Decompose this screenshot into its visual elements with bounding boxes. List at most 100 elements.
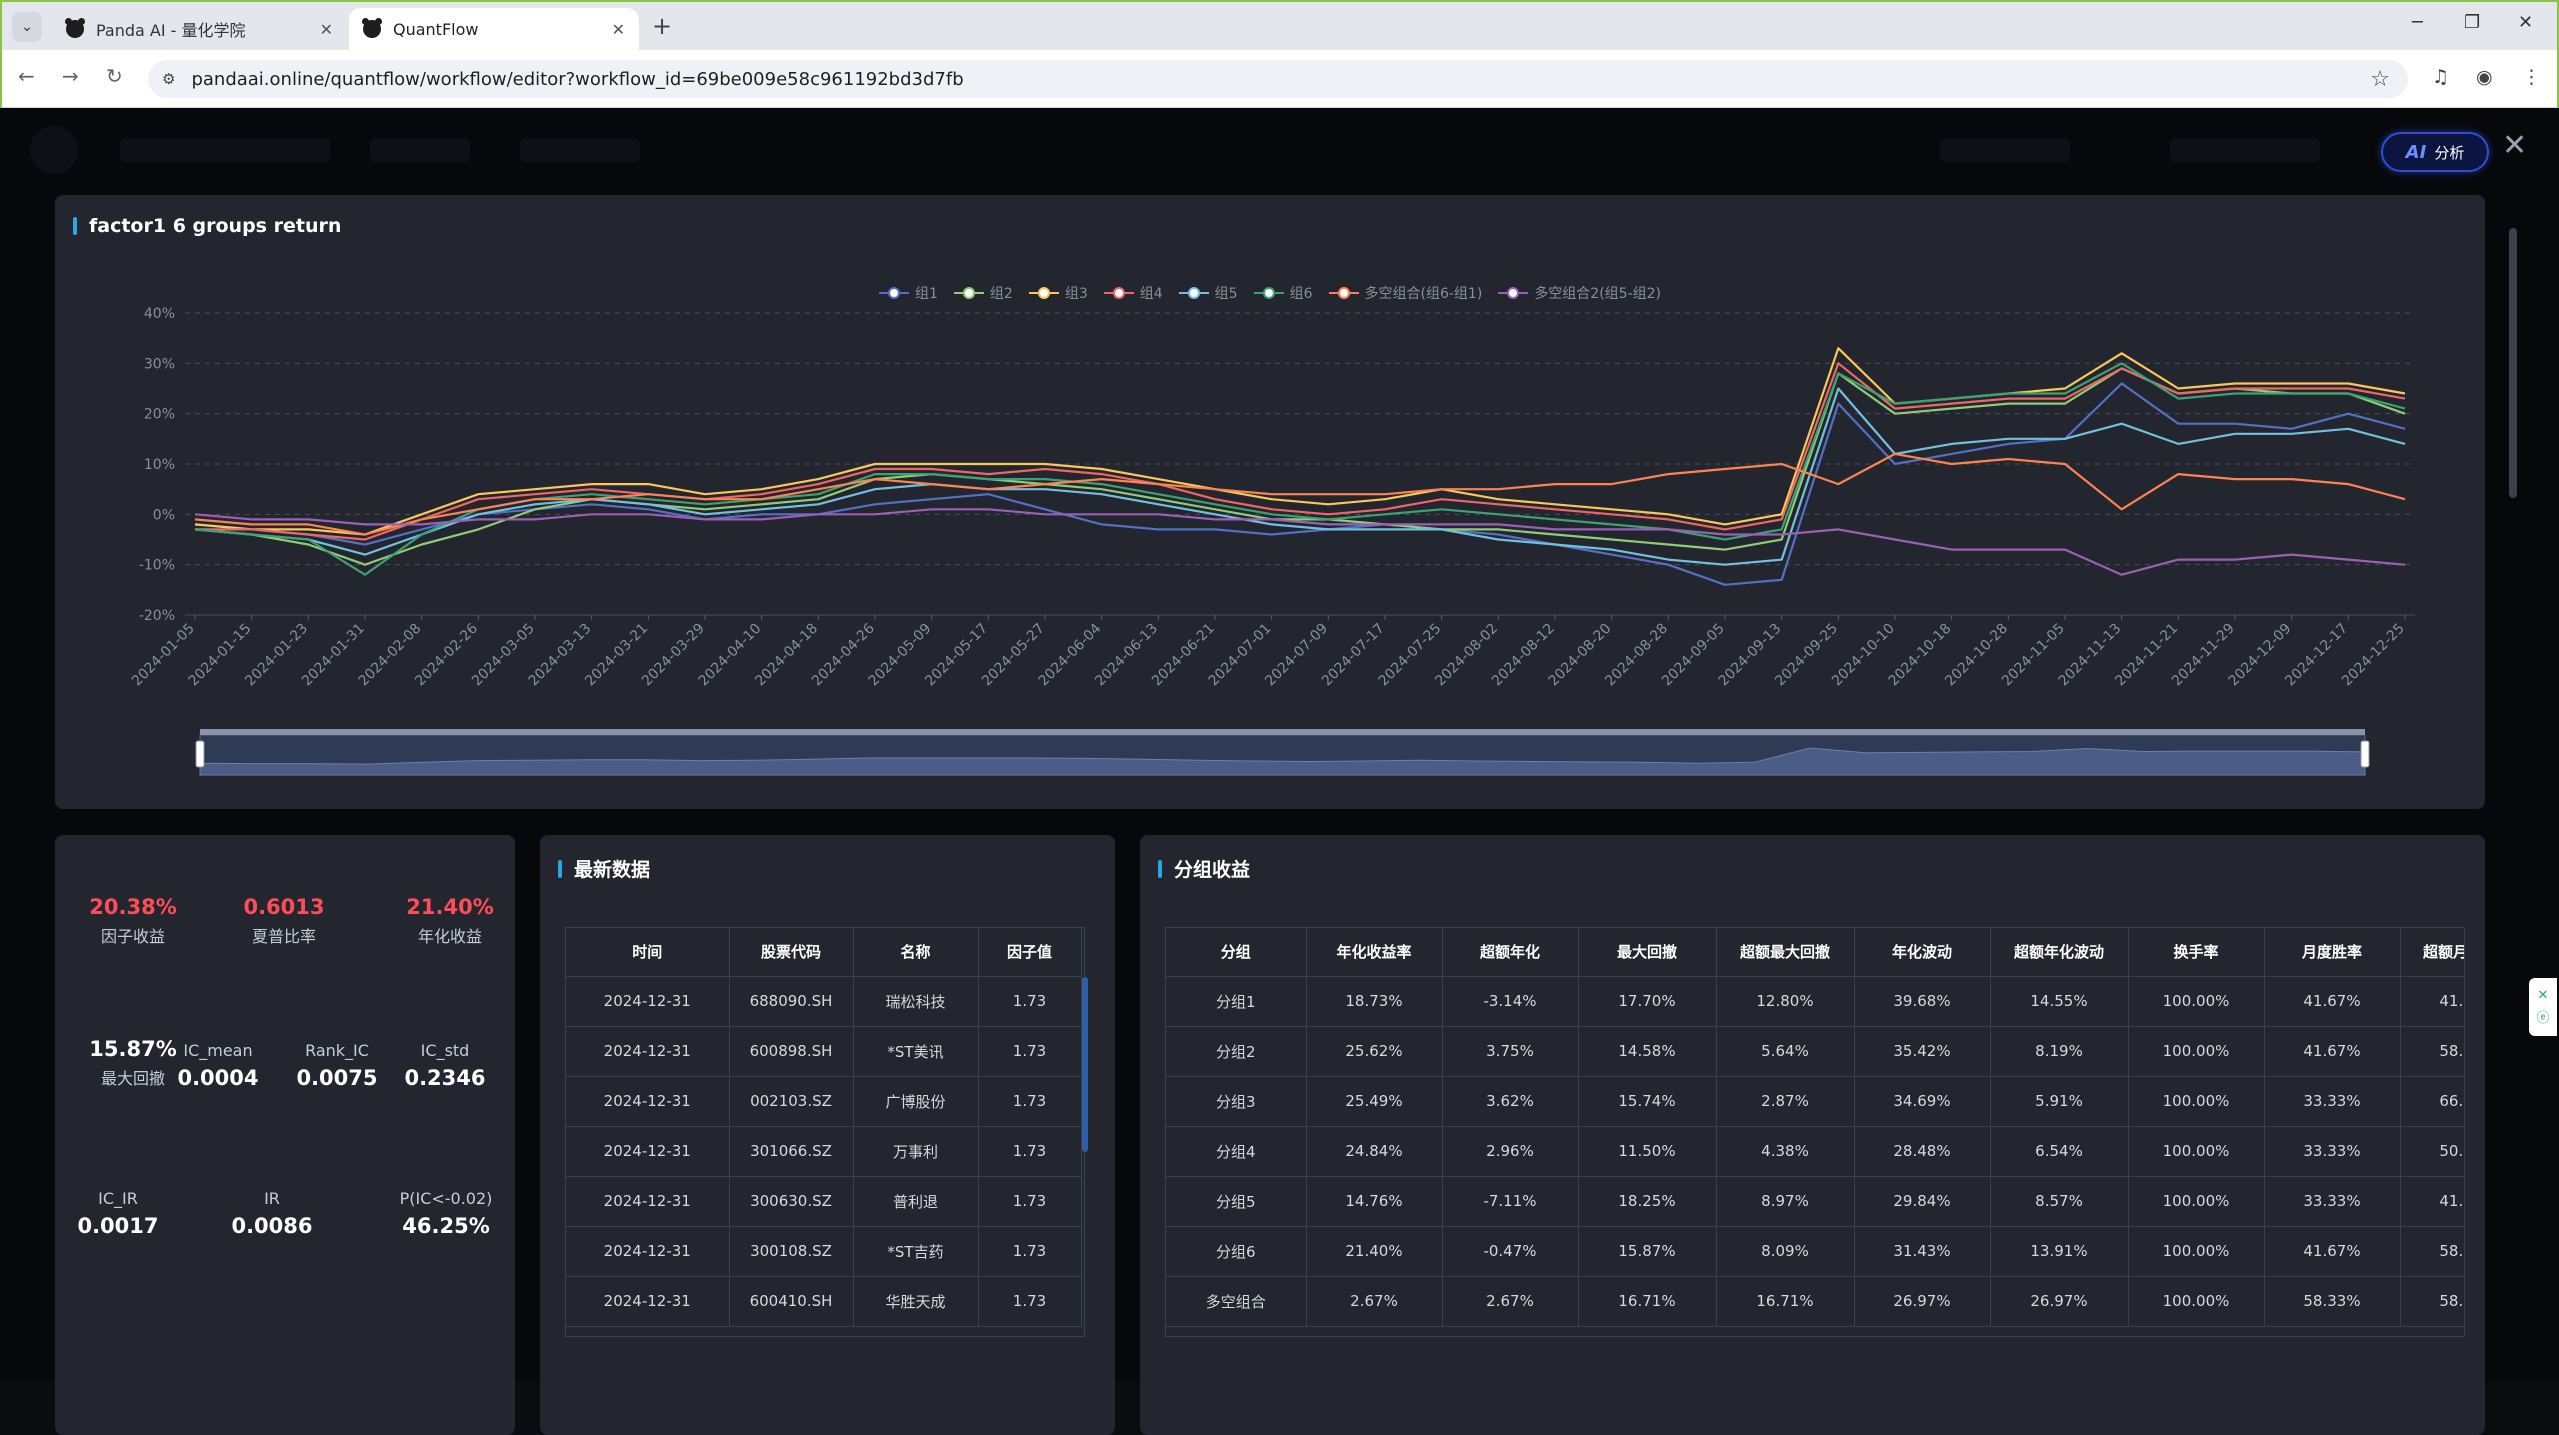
widget-translate-icon[interactable]: ⓔ [2536,1011,2550,1026]
tab-close-icon[interactable]: ✕ [611,19,625,39]
table-cell: 分组1 [1166,976,1307,1027]
table-row[interactable]: 多空组合 2.67% 2.67% 16.71% 16.71% 26.97% 26.97% 10… [1166,1276,2464,1327]
page-scrollbar[interactable] [2508,218,2518,1318]
bookmark-star-icon[interactable]: ☆ [2370,67,2390,92]
series-line [194,452,2406,536]
profile-icon[interactable]: ◉ [2476,66,2493,88]
table-row[interactable]: 分组2 25.62% 3.75% 14.58% 5.64% 35.42% 8.19% 100.… [1166,1026,2464,1077]
menu-icon[interactable]: ⋮ [2522,66,2541,88]
table-scrollbar[interactable] [1082,977,1088,1152]
table-cell: 100.00% [2128,1126,2265,1177]
forward-icon[interactable]: → [62,64,79,88]
stat-rank-ic: Rank_IC 0.0075 [277,1037,397,1090]
restore-icon[interactable]: ❐ [2464,12,2481,33]
legend-item[interactable]: 组4 [1103,283,1163,303]
latest-data-table-wrap[interactable]: 时间 股票代码 名称 因子值 2024-12-31 688090.SH 瑞松科技 1.73 2… [565,927,1085,1337]
data-zoom-preview [199,747,2366,776]
stat-label: Rank_IC [305,1041,369,1060]
stat-value: 0.0004 [177,1066,259,1090]
table-row[interactable]: 2024-12-31 600898.SH *ST美讯 1.73 [566,1026,1082,1077]
tab-title: QuantFlow [393,19,479,39]
table-cell: 普利退 [853,1176,979,1227]
stat-label: 最大回撤 [100,1069,165,1088]
app-nav-placeholder [120,138,330,162]
column-header: 分组 [1166,928,1307,977]
series-line [194,508,2406,576]
table-cell: 14.55% [1990,976,2129,1027]
tab-list-button[interactable]: ⌄ [12,12,42,42]
table-cell: 100.00% [2128,1076,2265,1127]
minimize-icon[interactable]: ─ [2412,12,2423,33]
url-field[interactable]: ⚙ pandaai.online/quantflow/workflow/edit… [148,60,2408,98]
table-row[interactable]: 分组5 14.76% -7.11% 18.25% 8.97% 29.84% 8.57% 100… [1166,1176,2464,1227]
table-cell: 8.09% [1716,1226,1855,1277]
table-row[interactable]: 2024-12-31 300630.SZ 普利退 1.73 [566,1176,1082,1227]
table-row[interactable]: 分组6 21.40% -0.47% 15.87% 8.09% 31.43% 13.91% 10… [1166,1226,2464,1277]
table-cell: 600898.SH [729,1026,854,1077]
table-row[interactable]: 分组3 25.49% 3.62% 15.74% 2.87% 34.69% 5.91% 100.… [1166,1076,2464,1127]
table-cell: 16.71% [1578,1276,1717,1327]
new-tab-icon[interactable]: + [652,12,673,40]
table-cell: 002103.SZ [729,1076,854,1127]
window-close-icon[interactable]: ✕ [2518,12,2534,33]
ai-analysis-button[interactable]: AI 分析 [2381,132,2489,172]
table-cell: *ST美讯 [853,1026,979,1077]
stat-label: P(IC<-0.02) [399,1189,493,1208]
chart-title-text: factor1 6 groups return [89,215,342,237]
group-returns-table-wrap[interactable]: 分组 年化收益率 超额年化 最大回撤 超额最大回撤 年化波动 超额年化波动 换手率 月度胜率 超额… [1165,927,2465,1337]
table-cell: 100.00% [2128,1176,2265,1227]
table-cell: 2024-12-31 [566,1076,730,1127]
table-row[interactable]: 2024-12-31 002103.SZ 广博股份 1.73 [566,1076,1082,1127]
table-row[interactable]: 2024-12-31 688090.SH 瑞松科技 1.73 [566,976,1082,1027]
legend-item[interactable]: 组5 [1178,283,1238,303]
table-cell: 39.68% [1854,976,1991,1027]
legend-item[interactable]: 组6 [1253,283,1313,303]
app-nav-placeholder [2170,138,2320,162]
table-cell: 300108.SZ [729,1226,854,1277]
column-header: 超额月度胜率 [2400,928,2464,977]
table-cell: 2.87% [1716,1076,1855,1127]
stat-label: 因子收益 [100,927,165,946]
tab-quantflow[interactable]: QuantFlow ✕ [349,8,639,50]
table-cell: 2.67% [1306,1276,1443,1327]
table-cell: 25.49% [1306,1076,1443,1127]
legend-item[interactable]: 组1 [878,283,938,303]
legend-item[interactable]: 多空组合(组6-组1) [1328,283,1482,303]
table-cell: 29.84% [1854,1176,1991,1227]
tab-close-icon[interactable]: ✕ [319,19,333,39]
latest-data-panel: 最新数据 时间 股票代码 名称 因子值 2024-12-31 688090.SH 瑞松科技… [540,835,1115,1435]
table-cell: 33.33% [2264,1176,2401,1227]
app-nav-placeholder [370,138,470,162]
group-returns-panel: 分组收益 分组 年化收益率 超额年化 最大回撤 超额最大回撤 年化波动 超额年化波动 换手率月… [1140,835,2485,1435]
tab-panda-ai[interactable]: Panda AI - 量化学院 ✕ [52,8,347,50]
y-tick-label: 10% [144,457,175,473]
stat-value: 0.0075 [296,1066,378,1090]
reload-icon[interactable]: ↻ [106,64,123,88]
media-control-icon[interactable]: ♫ [2432,66,2450,88]
column-header: 股票代码 [729,928,854,977]
modal-close-icon[interactable]: ✕ [2502,128,2528,163]
legend-item[interactable]: 组3 [1028,283,1088,303]
table-cell: 华胜天成 [853,1276,979,1327]
scrollbar-thumb[interactable] [2509,228,2517,498]
table-row[interactable]: 2024-12-31 600410.SH 华胜天成 1.73 [566,1276,1082,1327]
site-info-icon[interactable]: ⚙ [162,70,176,88]
url-text[interactable]: pandaai.online/quantflow/workflow/editor… [191,68,964,90]
stat-label: 夏普比率 [251,927,316,946]
table-cell: 4.38% [1716,1126,1855,1177]
panda-favicon-icon [362,18,382,38]
table-row[interactable]: 分组4 24.84% 2.96% 11.50% 4.38% 28.48% 6.54% 100.… [1166,1126,2464,1177]
legend-item[interactable]: 组2 [953,283,1013,303]
widget-close-icon[interactable]: ✕ [2537,988,2549,1003]
table-cell: 1.73 [978,1176,1082,1227]
tab-title: Panda AI - 量化学院 [96,21,246,40]
stat-sharpe: 0.6013 夏普比率 [209,895,359,947]
back-icon[interactable]: ← [18,64,35,88]
table-cell: 1.73 [978,1276,1082,1327]
side-widget[interactable]: ✕ ⓔ [2529,978,2557,1036]
table-row[interactable]: 2024-12-31 301066.SZ 万事利 1.73 [566,1126,1082,1177]
table-row[interactable]: 2024-12-31 300108.SZ *ST吉药 1.73 [566,1226,1082,1277]
table-row[interactable]: 分组1 18.73% -3.14% 17.70% 12.80% 39.68% 14.55% 1… [1166,976,2464,1027]
table-cell: 广博股份 [853,1076,979,1127]
legend-item[interactable]: 多空组合2(组5-组2) [1498,283,1661,303]
